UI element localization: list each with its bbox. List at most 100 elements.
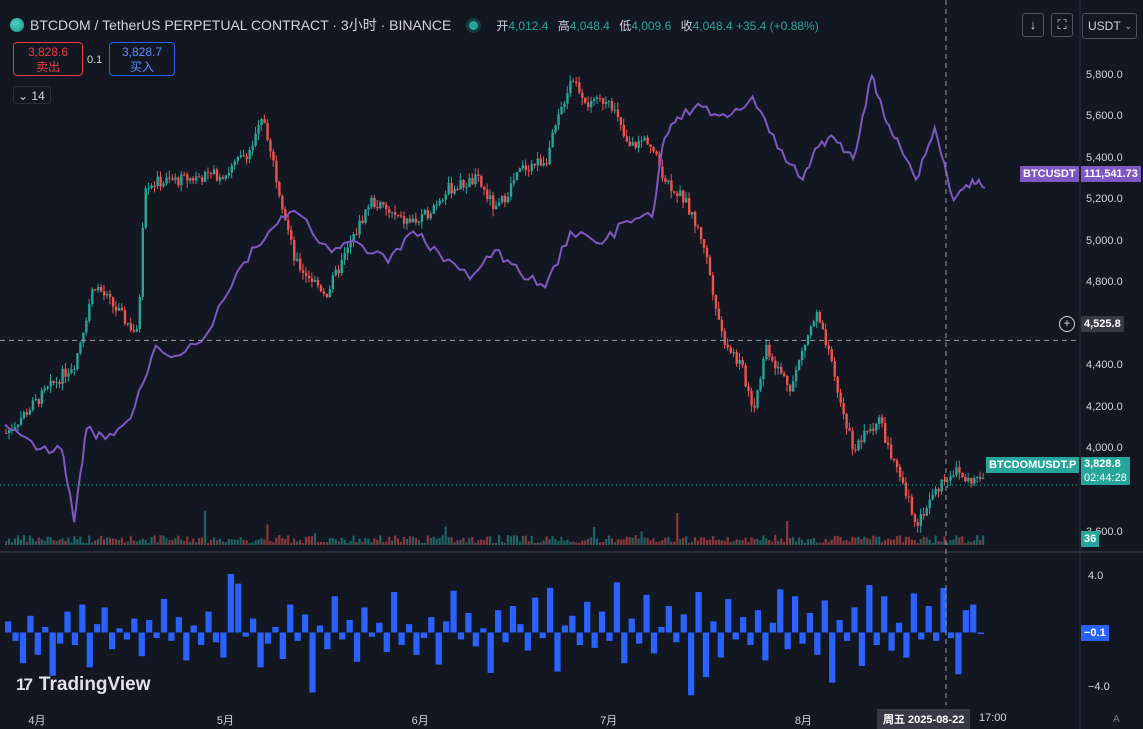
candle-body — [509, 183, 513, 197]
candle-body — [696, 226, 700, 228]
oscillator-bar — [383, 632, 390, 653]
volume-bar — [138, 540, 141, 545]
candle-body — [717, 308, 721, 320]
candle-body — [818, 312, 822, 323]
oscillator-value-tag: −0.1 — [1081, 625, 1109, 641]
candle-body — [55, 382, 58, 384]
volume-bar — [28, 535, 31, 545]
volume-bar — [100, 535, 103, 545]
volume-bar — [569, 541, 572, 545]
volume-bar — [545, 536, 548, 545]
candle-body — [275, 160, 278, 183]
oscillator-bar — [569, 615, 576, 633]
fullscreen-button[interactable]: ⛶ — [1051, 13, 1073, 37]
volume-bar — [450, 537, 453, 545]
volume-bar — [729, 542, 732, 545]
candle-body — [257, 124, 260, 134]
volume-bar — [123, 542, 126, 545]
candle-body — [82, 332, 85, 343]
volume-bar — [364, 538, 367, 545]
market-status-icon — [469, 20, 479, 30]
download-button[interactable]: ↓ — [1022, 13, 1044, 37]
candle-body — [527, 170, 531, 172]
oscillator-bar — [465, 612, 472, 633]
oscillator-bar — [613, 582, 621, 633]
auto-scale-button[interactable]: A — [1113, 714, 1120, 725]
oscillator-bar — [769, 622, 776, 633]
oscillator-bar — [212, 632, 220, 643]
volume-bar — [898, 535, 902, 545]
candle-body — [212, 169, 216, 175]
oscillator-bar — [34, 632, 41, 655]
candle-body — [438, 200, 441, 205]
candle-body — [711, 275, 715, 295]
candle-body — [575, 82, 578, 84]
candle-body — [123, 310, 127, 324]
oscillator-bar — [94, 624, 101, 633]
volume-bar — [699, 537, 703, 545]
candle-body — [952, 475, 955, 477]
spread-value: 0.1 — [87, 54, 103, 66]
oscillator-bar — [205, 611, 212, 633]
volume-bar — [361, 541, 364, 545]
candle-body — [468, 178, 471, 188]
candle-body — [955, 467, 958, 476]
oscillator-bar — [955, 632, 962, 675]
volume-bar — [97, 538, 100, 545]
volume-bar — [438, 538, 441, 545]
candle-body — [979, 476, 982, 479]
volume-bar — [652, 538, 655, 545]
oscillator-bar — [636, 632, 643, 644]
candle-body — [512, 180, 516, 184]
volume-bar — [91, 542, 94, 545]
sell-button[interactable]: 3,828.6 卖出 — [13, 42, 83, 76]
volume-bar — [284, 539, 287, 545]
volume-bar — [530, 535, 533, 545]
volume-bar — [429, 538, 432, 545]
volume-bar — [165, 538, 168, 545]
volume-bar — [391, 540, 394, 545]
candle-body — [839, 392, 842, 404]
volume-bar — [708, 539, 711, 545]
volume-bar — [922, 536, 925, 545]
candle-body — [13, 426, 17, 430]
buy-button[interactable]: 3,828.7 买入 — [109, 42, 175, 76]
candle-body — [206, 171, 210, 173]
candle-body — [622, 124, 626, 137]
plus-circle-icon[interactable]: + — [1059, 316, 1075, 332]
oscillator-bar — [420, 632, 427, 639]
candle-body — [521, 165, 525, 169]
volume-bar — [827, 541, 830, 545]
indicators-toggle-button[interactable]: ⌄ 14 — [13, 86, 51, 104]
candle-body — [391, 212, 394, 214]
candle-body — [976, 476, 979, 478]
volume-bar — [937, 541, 940, 545]
candle-body — [489, 195, 492, 199]
symbol-title[interactable]: BTCDOM / TetherUS PERPETUAL CONTRACT · 3… — [30, 17, 452, 33]
volume-bar — [186, 536, 189, 545]
currency-select[interactable]: USDT ⌄ — [1082, 13, 1137, 39]
volume-bar — [512, 535, 515, 545]
volume-bar — [904, 536, 907, 545]
volume-bar — [604, 539, 608, 545]
volume-bar — [468, 538, 471, 545]
candle-body — [402, 216, 406, 224]
oscillator-bar — [732, 632, 739, 640]
oscillator-bar — [86, 632, 93, 668]
volume-bar — [518, 541, 521, 545]
candle-body — [800, 350, 804, 361]
tradingview-logo[interactable]: 17 TradingView — [16, 674, 151, 696]
candle-body — [655, 151, 658, 155]
volume-bar — [506, 535, 510, 545]
sell-label: 卖出 — [35, 60, 60, 74]
volume-bar — [572, 541, 575, 545]
price-pane[interactable] — [4, 73, 986, 545]
volume-bar — [628, 537, 631, 545]
oscillator-pane[interactable] — [5, 573, 984, 696]
oscillator-bar — [257, 632, 264, 668]
candle-body — [399, 215, 403, 217]
candle-body — [37, 398, 41, 405]
volume-bar — [254, 540, 257, 545]
candle-body — [878, 417, 881, 424]
